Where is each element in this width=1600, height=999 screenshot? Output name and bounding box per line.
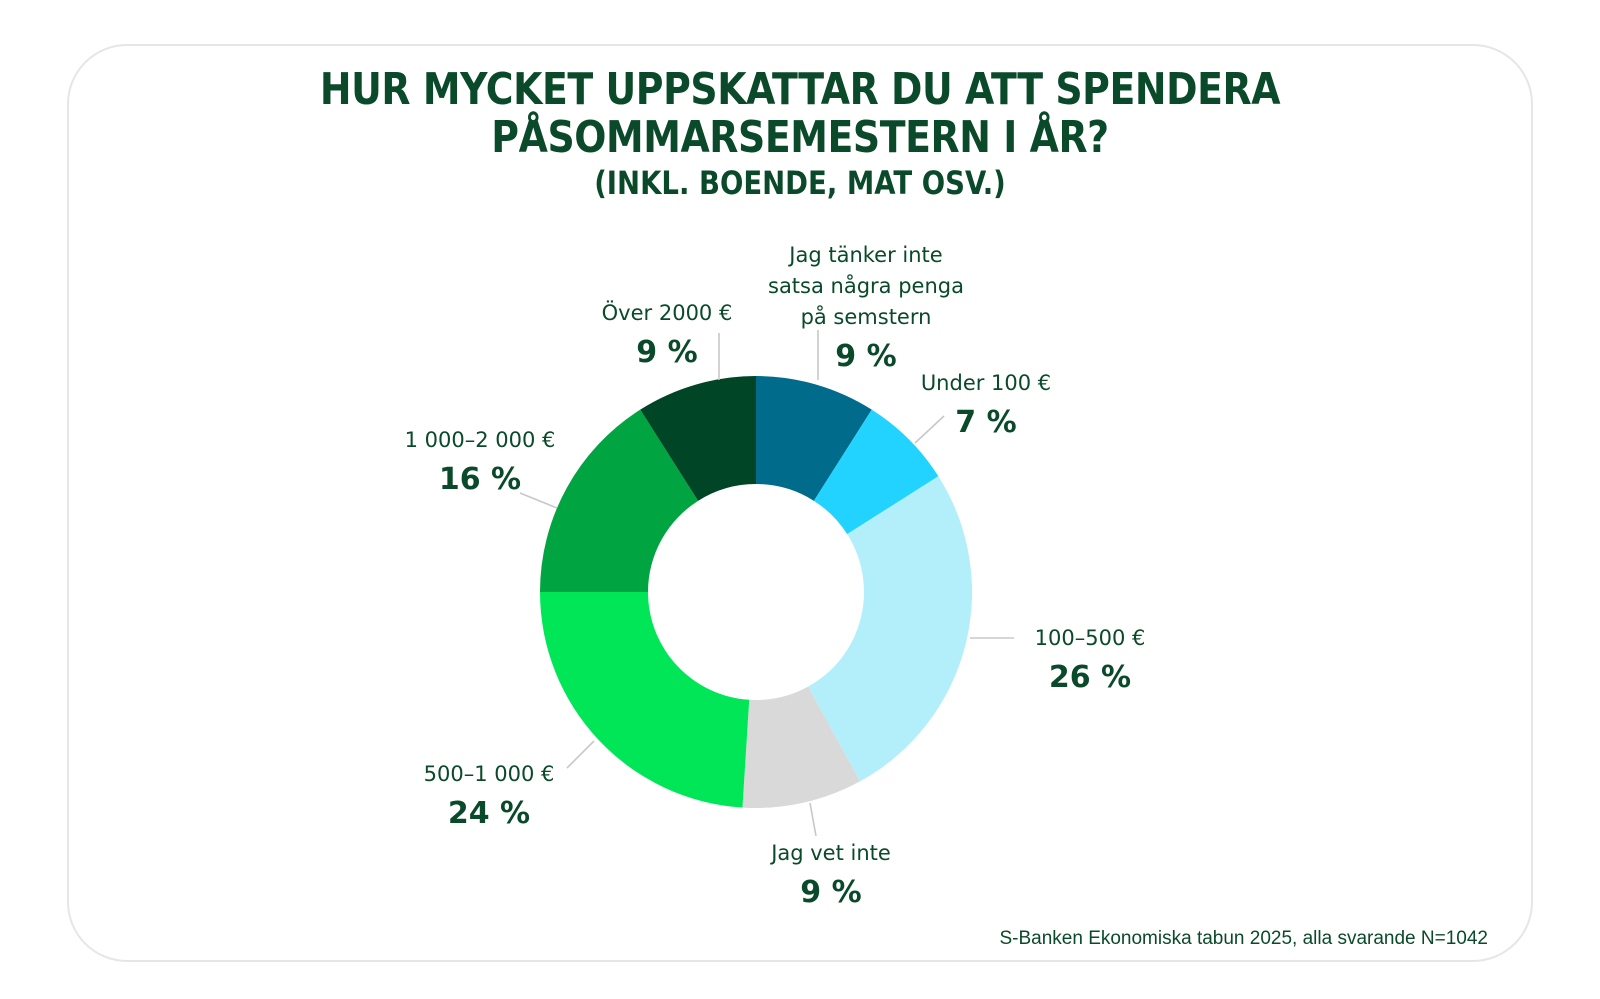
leader-line [519,492,558,509]
slice-label: på semstern [801,304,932,329]
slice-label: 1 000–2 000 € [405,428,556,452]
slice-label: satsa några penga [768,273,964,298]
title-line-1: HUR MYCKET UPPSKATTAR DU ATT SPENDERA [319,64,1281,115]
donut-slice [756,376,872,501]
slice-label: 100–500 € [1035,626,1146,650]
slice-value-label: 9 % [636,335,697,370]
donut-slice [540,409,699,592]
leader-line [809,802,817,837]
donut-slice [813,409,939,535]
slice-value-label: 9 % [800,875,861,910]
slice-label: 500–1 000 € [424,762,555,786]
slice-label: Jag tänker inte [787,243,942,267]
chart-subtitle: (INKL. BOENDE, MAT OSV.) [594,164,1006,202]
slice-value-label: 24 % [448,796,530,831]
slice-label: Jag vet inte [769,841,891,865]
title-line-2: PÅSOMMARSEMESTERN I ÅR? [491,112,1109,163]
slice-value-label: 9 % [835,339,896,374]
slice-value-label: 16 % [439,462,521,497]
slice-label: Under 100 € [921,371,1051,395]
leader-line [914,415,945,444]
donut-slice [540,592,750,808]
donut-slice [808,476,972,782]
slice-value-label: 26 % [1049,660,1131,695]
source-note: S-Banken Ekonomiska tabun 2025, alla sva… [999,928,1488,949]
chart-title: HUR MYCKET UPPSKATTAR DU ATT SPENDERA PÅ… [0,66,1600,204]
slice-label: Över 2000 € [602,300,733,325]
leader-line [566,740,595,769]
donut-slice [640,376,756,501]
donut-slice [742,686,861,808]
chart-card [67,44,1533,962]
slice-value-label: 7 % [955,405,1016,440]
